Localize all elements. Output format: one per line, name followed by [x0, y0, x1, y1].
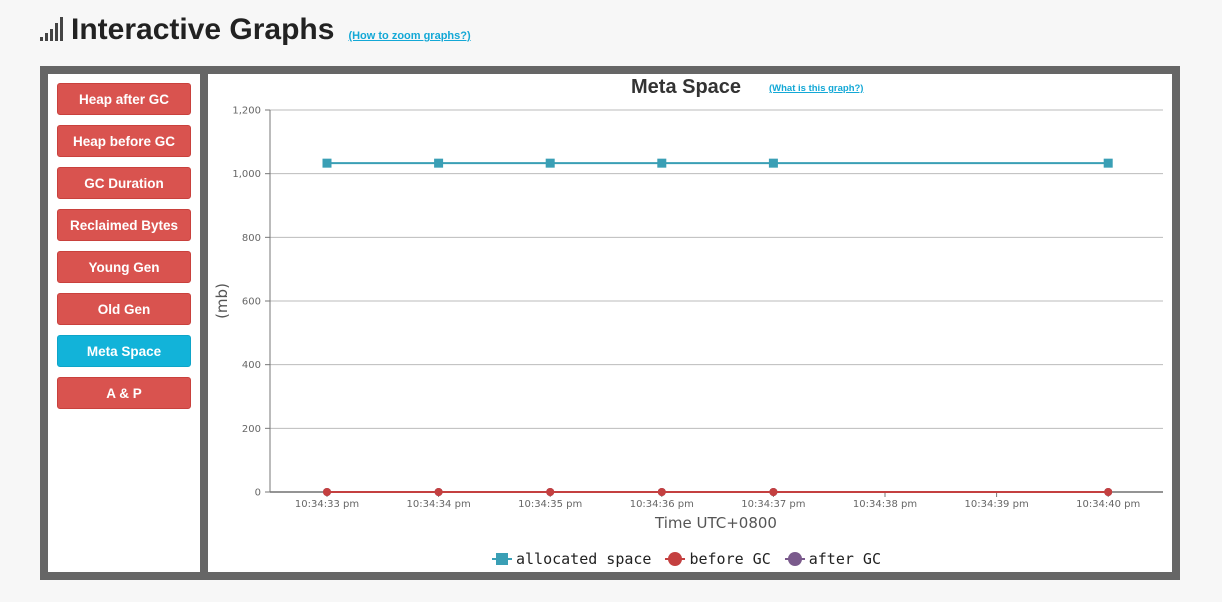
y-tick-label: 0: [255, 488, 261, 499]
square-marker-icon: [492, 553, 512, 565]
x-axis-label: Time UTC+0800: [654, 514, 777, 532]
circle-marker-icon: [665, 552, 686, 566]
chart-area: Meta Space (What is this graph?) 0 200 400…: [208, 74, 1172, 572]
y-tick-label: 200: [242, 424, 261, 435]
chart-title: Meta Space: [631, 76, 742, 98]
y-tick-label: 600: [242, 297, 261, 308]
y-tick-label: 1,000: [232, 169, 261, 180]
y-tick-label: 800: [242, 233, 261, 244]
nav-button-a-and-p[interactable]: A & P: [57, 377, 191, 409]
x-tick-label: 10:34:34 pm: [407, 499, 471, 510]
x-tick-label: 10:34:37 pm: [741, 499, 805, 510]
data-point-before-gc: [434, 488, 443, 496]
legend-item-after-gc[interactable]: after GC: [784, 550, 881, 568]
data-point-allocated-space: [322, 158, 332, 168]
zoom-help-link[interactable]: (How to zoom graphs?): [348, 30, 471, 42]
page-header: Interactive Graphs (How to zoom graphs?): [40, 12, 471, 48]
nav-button-young-gen[interactable]: Young Gen: [57, 251, 191, 283]
data-point-before-gc: [323, 488, 331, 496]
data-point-before-gc: [657, 488, 666, 496]
data-point-before-gc: [1104, 488, 1113, 496]
data-point-before-gc: [546, 488, 555, 496]
data-point-allocated-space: [657, 158, 667, 168]
legend-item-before-gc[interactable]: before GC: [665, 550, 771, 568]
circle-marker-icon: [784, 552, 805, 566]
data-point-before-gc: [769, 488, 778, 496]
nav-button-meta-space[interactable]: Meta Space: [57, 335, 191, 367]
nav-button-gc-duration[interactable]: GC Duration: [57, 167, 191, 199]
data-point-allocated-space: [768, 158, 778, 168]
chart-legend: allocated space before GC after GC: [492, 550, 895, 568]
y-axis-label: (mb): [213, 283, 231, 319]
y-tick-label: 1,200: [232, 106, 261, 117]
nav-button-reclaimed-bytes[interactable]: Reclaimed Bytes: [57, 209, 191, 241]
nav-button-old-gen[interactable]: Old Gen: [57, 293, 191, 325]
chart-help-link[interactable]: (What is this graph?): [769, 83, 864, 94]
y-tick-label: 400: [242, 360, 261, 371]
nav-button-heap-before-gc[interactable]: Heap before GC: [57, 125, 191, 157]
nav-button-heap-after-gc[interactable]: Heap after GC: [57, 83, 191, 115]
x-tick-label: 10:34:38 pm: [853, 499, 917, 510]
graph-sidebar: Heap after GC Heap before GC GC Duration…: [48, 74, 200, 572]
legend-label: before GC: [689, 550, 771, 568]
x-tick-label: 10:34:36 pm: [630, 499, 694, 510]
meta-space-chart[interactable]: 0 200 400 600 800 1,000 1,200 10:34:33 pm 10:34:…: [208, 74, 1172, 544]
legend-label: allocated space: [516, 550, 652, 568]
x-tick-label: 10:34:40 pm: [1076, 499, 1140, 510]
legend-item-allocated[interactable]: allocated space: [492, 550, 651, 568]
data-point-allocated-space: [1103, 158, 1113, 168]
x-tick-label: 10:34:35 pm: [518, 499, 582, 510]
x-tick-label: 10:34:33 pm: [295, 499, 359, 510]
page-title: Interactive Graphs: [71, 13, 335, 46]
data-point-allocated-space: [434, 158, 444, 168]
graph-panel: Heap after GC Heap before GC GC Duration…: [40, 66, 1180, 580]
legend-label: after GC: [808, 550, 881, 568]
bar-chart-icon: [40, 15, 63, 41]
x-tick-label: 10:34:39 pm: [965, 499, 1029, 510]
data-point-allocated-space: [545, 158, 555, 168]
